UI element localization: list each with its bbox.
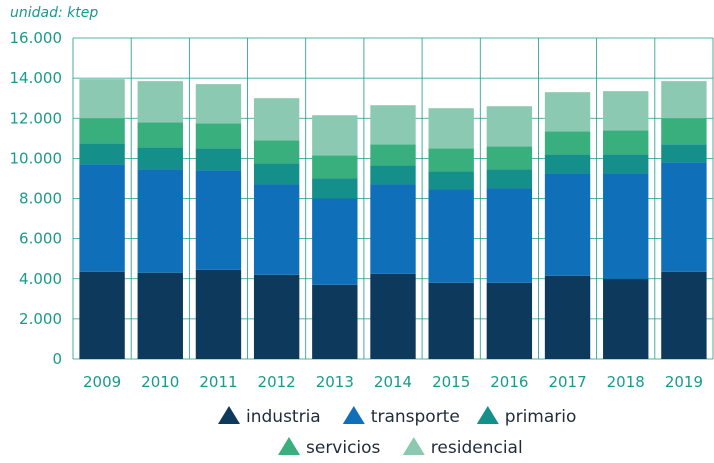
y-tick-label: 14.000 (10, 69, 63, 87)
y-tick-label: 12.000 (10, 109, 63, 127)
bar-industria-2017 (544, 275, 591, 359)
legend-label-residencial: residencial (431, 438, 523, 458)
legend-label-servicios: servicios (306, 438, 381, 458)
bar-industria-2010 (137, 272, 183, 359)
legend: industria transporte primario servicios resi… (218, 406, 576, 458)
bar-transporte-2017 (544, 173, 591, 276)
bar-servicios-2018 (603, 130, 649, 155)
bar-residencial-2017 (544, 92, 591, 132)
bar-servicios-2017 (544, 131, 591, 155)
bar-residencial-2018 (603, 91, 649, 131)
bar-residencial-2015 (428, 108, 474, 149)
bar-industria-2011 (195, 269, 242, 359)
bar-primario-2009 (79, 143, 125, 165)
bar-primario-2014 (370, 165, 416, 185)
bar-servicios-2016 (486, 146, 533, 170)
bar-industria-2009 (79, 271, 125, 359)
bar-primario-2018 (603, 154, 649, 174)
y-tick-label: 6.000 (19, 230, 62, 248)
bar-industria-2018 (603, 278, 649, 359)
unit-label: unidad: ktep (10, 5, 98, 21)
bar-residencial-2009 (79, 79, 125, 119)
bar-servicios-2014 (370, 144, 416, 166)
bar-servicios-2019 (661, 118, 707, 145)
x-tick-label: 2010 (141, 373, 179, 391)
legend-triangle-icon (278, 437, 300, 455)
bar-transporte-2012 (253, 184, 300, 275)
bar-transporte-2013 (312, 198, 358, 285)
bar-primario-2012 (253, 163, 300, 185)
x-tick-label: 2013 (316, 373, 354, 391)
legend-triangle-icon (476, 406, 499, 424)
legend-label-primario: primario (505, 407, 577, 427)
legend-triangle-icon (402, 437, 425, 455)
bar-residencial-2011 (195, 84, 242, 124)
x-tick-label: 2009 (83, 373, 121, 391)
legend-triangle-icon (218, 406, 240, 424)
legend-label-transporte: transporte (371, 407, 460, 427)
bar-primario-2015 (428, 171, 474, 190)
bar-residencial-2019 (661, 81, 707, 119)
y-tick-label: 10.000 (10, 149, 63, 167)
bar-primario-2011 (195, 148, 242, 171)
bar-servicios-2009 (79, 118, 125, 144)
bar-industria-2012 (253, 274, 300, 359)
x-tick-label: 2014 (374, 373, 412, 391)
bar-residencial-2010 (137, 81, 183, 123)
x-tick-label: 2017 (548, 373, 586, 391)
x-tick-label: 2019 (665, 373, 703, 391)
x-tick-label: 2015 (432, 373, 470, 391)
bar-transporte-2009 (79, 164, 125, 272)
bar-transporte-2018 (603, 173, 649, 279)
bar-transporte-2016 (486, 188, 533, 283)
x-tick-label: 2011 (199, 373, 237, 391)
bar-transporte-2019 (661, 162, 707, 272)
bar-industria-2014 (370, 273, 416, 359)
bar-primario-2017 (544, 154, 591, 174)
bar-industria-2015 (428, 282, 474, 359)
bar-residencial-2013 (312, 115, 358, 156)
bar-transporte-2014 (370, 184, 416, 274)
legend-label-industria: industria (246, 407, 321, 427)
bars-layer (79, 79, 707, 359)
bar-primario-2010 (137, 147, 183, 170)
bar-primario-2016 (486, 169, 533, 189)
bar-servicios-2010 (137, 122, 183, 148)
bar-primario-2019 (661, 144, 707, 163)
y-tick-label: 8.000 (19, 190, 62, 208)
bar-transporte-2015 (428, 189, 474, 283)
x-tick-label: 2016 (490, 373, 528, 391)
legend-triangle-icon (342, 406, 365, 424)
bar-residencial-2016 (486, 106, 533, 147)
y-tick-label: 0 (52, 350, 62, 368)
y-axis-ticks: 0 2.000 4.000 6.000 8.000 10.000 12.000 14.000 1… (10, 29, 63, 368)
bar-servicios-2012 (253, 140, 300, 164)
bar-industria-2016 (486, 282, 533, 359)
x-tick-label: 2012 (258, 373, 296, 391)
bar-servicios-2011 (195, 123, 242, 149)
y-tick-label: 2.000 (19, 310, 62, 328)
y-tick-label: 16.000 (10, 29, 63, 47)
x-axis-ticks: 2009 2010 2011 2012 2013 2014 2015 2016 2017 2018… (83, 373, 703, 391)
bar-primario-2013 (312, 178, 358, 199)
bar-industria-2013 (312, 284, 358, 359)
bar-servicios-2013 (312, 155, 358, 179)
bar-industria-2019 (661, 271, 707, 359)
x-tick-label: 2018 (607, 373, 645, 391)
y-tick-label: 4.000 (19, 270, 62, 288)
bar-transporte-2010 (137, 169, 183, 273)
bar-residencial-2012 (253, 98, 300, 141)
bar-transporte-2011 (195, 170, 242, 270)
bar-residencial-2014 (370, 105, 416, 145)
bar-servicios-2015 (428, 148, 474, 172)
